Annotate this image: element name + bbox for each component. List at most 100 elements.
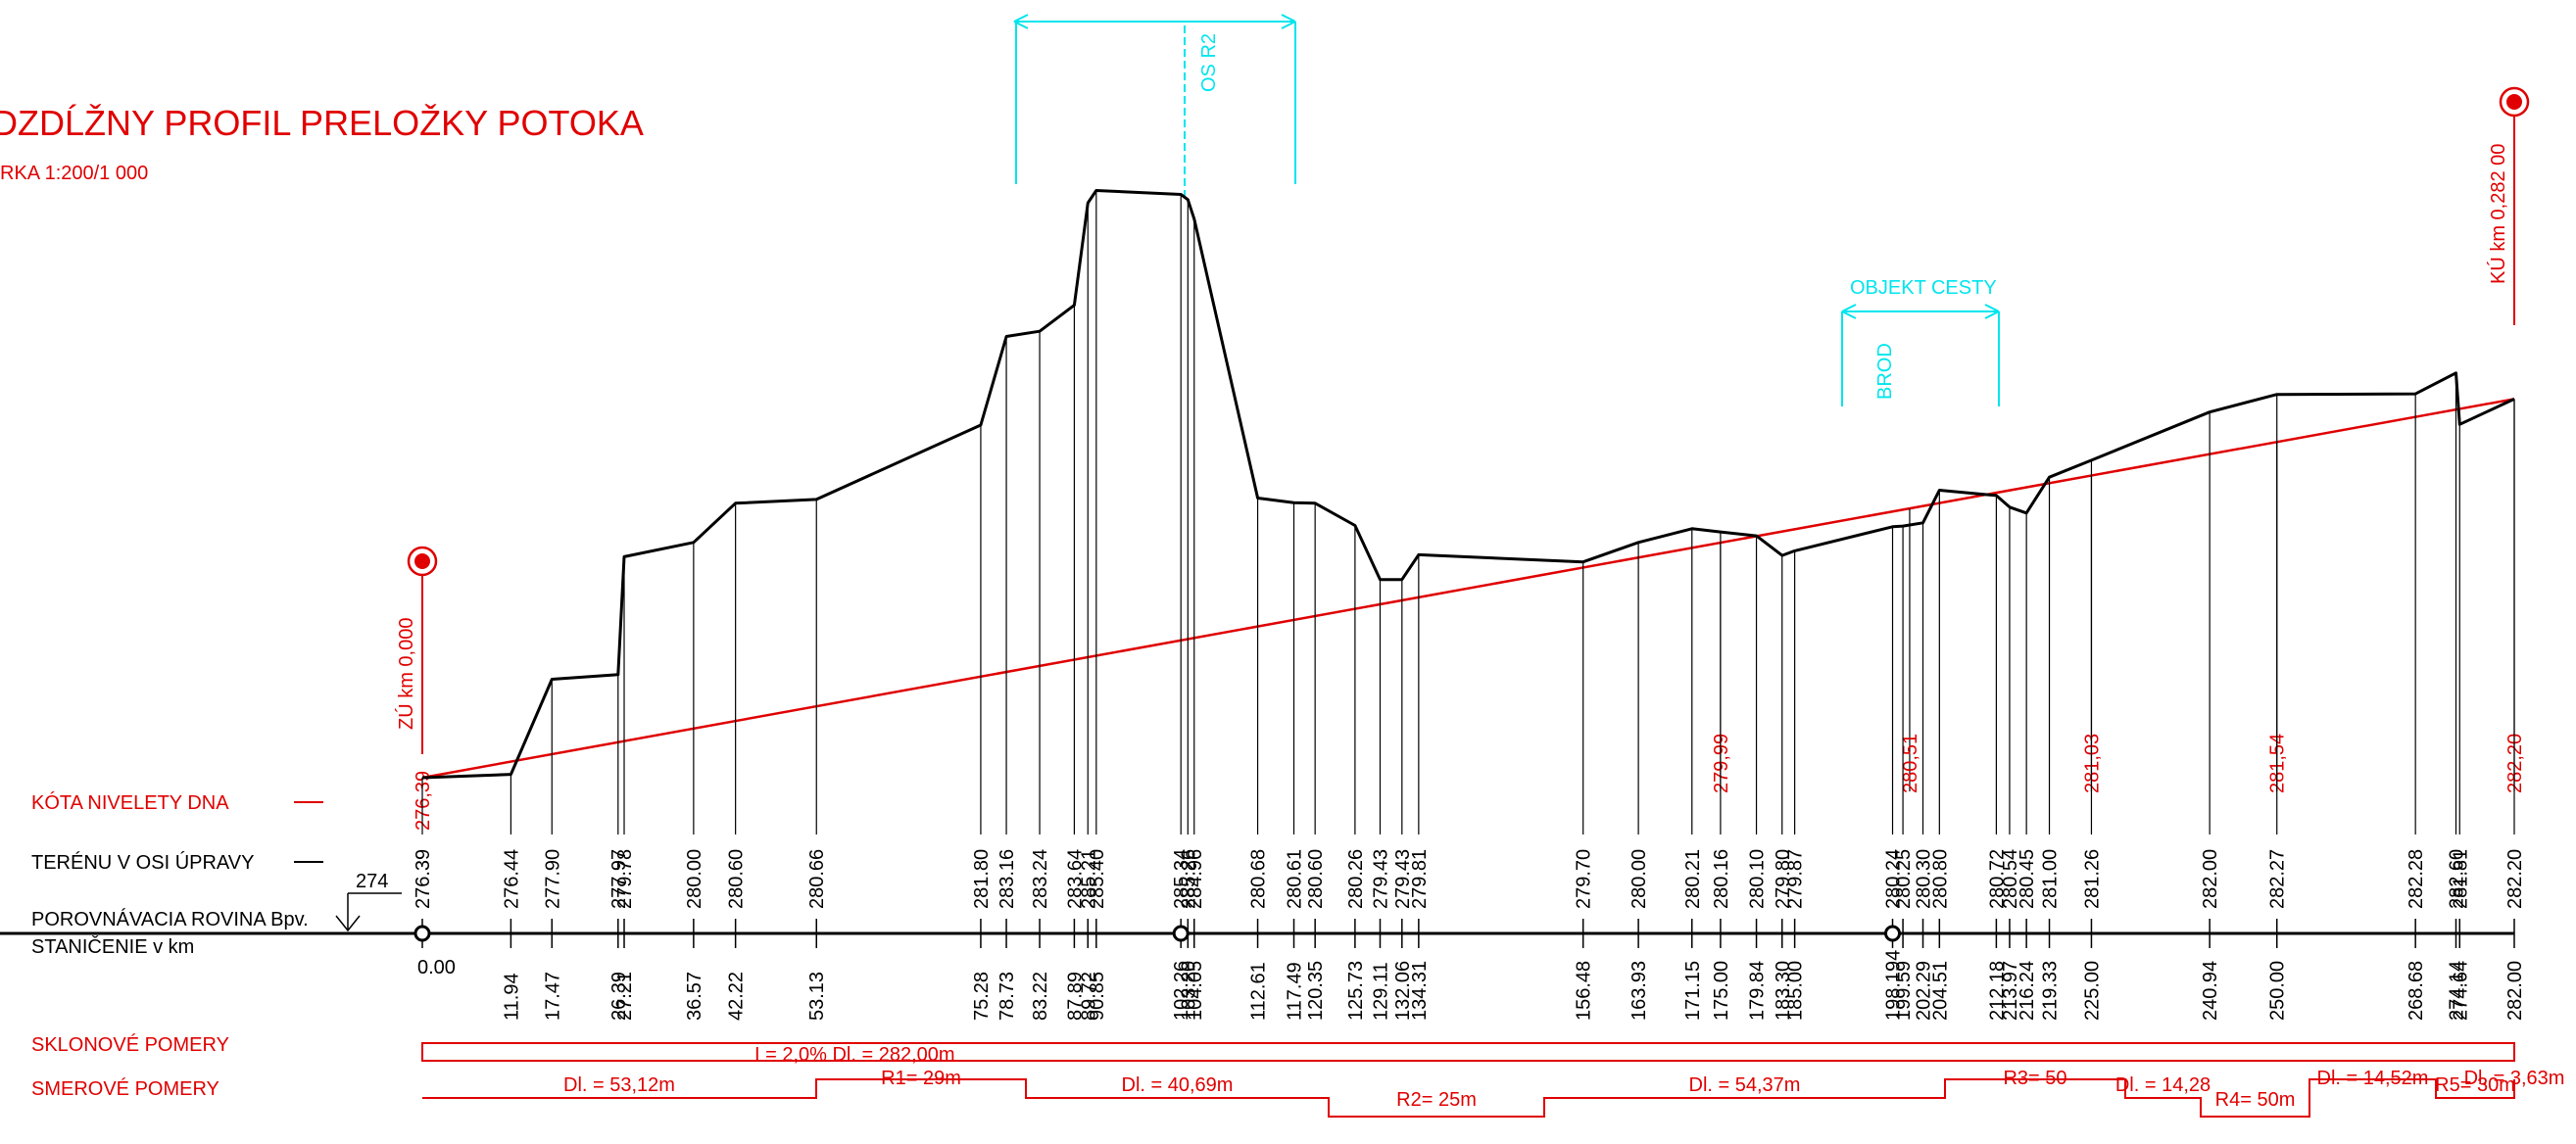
os-r2-label: OS R2 [1198,33,1220,92]
terrain-elevation-label: 279.81 [1409,849,1431,909]
station-label: 112.61 [1248,962,1270,1021]
station-label: 274.64 [2450,961,2471,1021]
station-label: 83.22 [1030,972,1051,1021]
terrain-elevation-label: 280.16 [1711,849,1732,909]
title-block: DZDĹŽNY PROFIL PRELOŽKY POTOKA RKA 1:200… [0,103,644,184]
terrain-elevation-label: 279.87 [1785,849,1807,909]
band-label-direction: SMEROVÉ POMERY [31,1077,219,1100]
direction-label: Dl. = 40,69m [1122,1074,1234,1096]
terrain-elevation-label: 280.72 [1986,849,2008,909]
terrain-elevation-label: 280.00 [1628,849,1650,909]
terrain-elevation-label: 280.25 [1893,849,1915,909]
station-label: 198.194 [1883,950,1905,1021]
terrain-elevation-label: 280.54 [2000,849,2021,909]
datum-arrow [335,893,361,932]
terrain-elevation-label: 276.44 [501,849,522,909]
terrain-elevation-label: 282.60 [2446,849,2467,909]
direction-label: R4= 50m [2215,1089,2296,1111]
band-label-niveleta: KÓTA NIVELETY DNA [31,791,229,814]
terrain-elevation-label: 282.00 [2200,849,2221,909]
station-label: 26.39 [608,972,630,1021]
annotations: OS R2 OBJEKT CESTY BROD ZÚ km 0,000 KÚ k… [395,14,2530,754]
terrain-elevation-label: 280.66 [806,849,828,909]
niveleta-label: 280,51 [1900,734,1921,793]
terrain-elevation-label: 281.00 [2040,849,2062,909]
station-label: 199.59 [1893,961,1915,1021]
band-label-slope: SKLONOVÉ POMERY [31,1033,229,1056]
terrain-elevation-label: 277.97 [608,849,630,909]
station-label: 0.00 [417,957,456,978]
direction-label: R2= 25m [1396,1089,1477,1111]
slope-band-box [421,1042,2515,1062]
terrain-elevation-label: 285.26 [1178,849,1199,909]
terrain-elevation-label: 283.24 [1030,849,1051,909]
station-label: 175.00 [1711,961,1732,1021]
direction-label: Dl. = 14,28 [2115,1074,2211,1096]
terrain-elevation-label: 283.64 [1064,849,1086,909]
terrain-elevation-label: 277.90 [542,849,563,909]
direction-label: R5= 30m [2435,1074,2515,1096]
terrain-line [421,189,2515,780]
station-label: 274.14 [2446,961,2467,1021]
os-r2-arrows [1013,14,1296,29]
station-label: 117.49 [1285,962,1306,1021]
station-label: 250.00 [2267,961,2289,1021]
terrain-elevation-label: 276.39 [413,849,434,909]
station-label: 212.18 [1986,961,2008,1021]
station-label: 36.57 [684,972,705,1021]
terrain-elevation-label: 280.21 [1682,849,1704,909]
station-label: 183.30 [1773,961,1794,1021]
station-label: 42.22 [726,972,748,1021]
station-label: 75.28 [971,972,993,1021]
station-label: 163.93 [1628,961,1650,1021]
terrain-elevation-label: 281.80 [971,849,993,909]
brod-label: BROD [1874,343,1896,400]
station-label: 90.85 [1087,972,1108,1021]
station-label: 27.21 [614,972,636,1021]
station-label: 134.31 [1409,961,1431,1021]
terrain-elevation-label: 280.00 [684,849,705,909]
station-label: 78.73 [996,972,1018,1021]
station-label: 129.11 [1370,962,1391,1021]
station-label: 202.29 [1914,961,1935,1021]
terrain-elevation-label: 282.28 [2406,849,2427,909]
station-label: 216.24 [2017,961,2038,1021]
station-label: 179.84 [1747,961,1769,1021]
niveleta-line [421,398,2515,780]
terrain-elevation-label: 280.24 [1883,849,1905,909]
station-label: 102.26 [1171,961,1192,1021]
terrain-elevation-label: 279.43 [1392,849,1414,909]
niveleta-label: 281,03 [2081,734,2103,793]
terrain-elevation-label: 281.81 [2450,849,2471,909]
terrain-elevation-label: 280.60 [726,849,748,909]
niveleta-start-label: 276,39 [413,771,434,831]
drawing-title: DZDĹŽNY PROFIL PRELOŽKY POTOKA [0,103,644,143]
terrain-elevation-label: 279.70 [1574,849,1595,909]
terrain-elevation-label: 280.80 [1929,849,1951,909]
station-label: 120.35 [1305,961,1327,1021]
objekt-cesty-arrows [1841,304,2000,319]
station-label: 225.00 [2081,961,2103,1021]
terrain-elevation-label: 285.40 [1087,849,1108,909]
niveleta-label: 281,54 [2267,734,2289,793]
station-label: 17.47 [542,972,563,1021]
objekt-cesty-label: OBJEKT CESTY [1850,277,1997,299]
station-label: 204.51 [1929,961,1951,1021]
station-circle-marker [1884,925,1902,942]
direction-label: Dl. = 53,12m [563,1074,675,1096]
niveleta-label: 282,20 [2504,734,2526,793]
band-label-datum: POROVNÁVACIA ROVINA Bpv. [31,908,309,930]
station-label: 87.89 [1064,972,1086,1021]
datum-value: 274 [356,871,388,892]
station-label: 53.13 [806,972,828,1021]
station-label: 219.33 [2040,961,2062,1021]
terrain-elevation-label: 285.21 [1078,849,1099,909]
station-label: 156.48 [1574,961,1595,1021]
terrain-elevation-label: 280.45 [2017,849,2038,909]
terrain-elevation-label: 282.20 [2504,849,2526,909]
station-label: 132.06 [1392,961,1414,1021]
bands: KÓTA NIVELETY DNA TERÉNU V OSI ÚPRAVY PO… [0,791,2515,1100]
terrain-elevation-label: 280.60 [1305,849,1327,909]
